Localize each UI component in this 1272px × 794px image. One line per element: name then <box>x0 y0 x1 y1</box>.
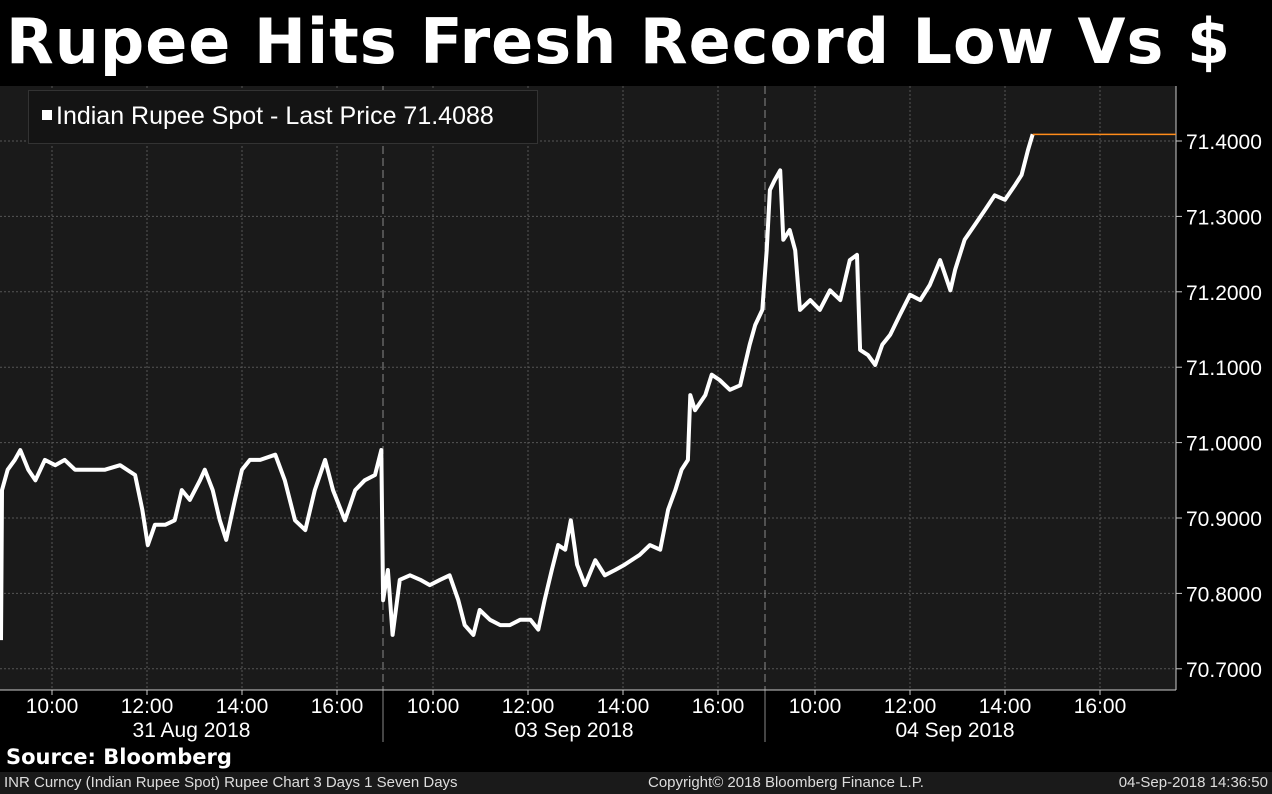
footer-security-description: INR Curncy (Indian Rupee Spot) Rupee Cha… <box>4 774 458 791</box>
y-tick-label: 71.0000 <box>1186 433 1262 456</box>
y-tick-label: 70.9000 <box>1186 508 1262 531</box>
footer-timestamp: 04-Sep-2018 14:36:50 <box>1118 774 1268 791</box>
legend-label: Indian Rupee Spot - Last Price 71.4088 <box>56 102 494 130</box>
x-tick-label: 10:00 <box>789 695 842 718</box>
x-tick-label: 12:00 <box>884 695 937 718</box>
x-day-label: 31 Aug 2018 <box>133 719 251 742</box>
x-tick-label: 14:00 <box>216 695 269 718</box>
y-tick-label: 71.1000 <box>1186 357 1262 380</box>
x-tick-label: 16:00 <box>692 695 745 718</box>
x-tick-label: 10:00 <box>26 695 79 718</box>
y-tick-label: 71.4000 <box>1186 131 1262 154</box>
x-tick-label: 16:00 <box>311 695 364 718</box>
x-tick-label: 14:00 <box>979 695 1032 718</box>
x-tick-label: 16:00 <box>1074 695 1127 718</box>
x-tick-label: 14:00 <box>597 695 650 718</box>
y-tick-label: 71.3000 <box>1186 206 1262 229</box>
y-tick-label: 70.8000 <box>1186 583 1262 606</box>
x-day-label: 03 Sep 2018 <box>514 719 633 742</box>
line-chart: 70.7000 70.8000 70.9000 71.0000 71.1000 71.20… <box>0 86 1262 742</box>
chart-title: Rupee Hits Fresh Record Low Vs $ <box>6 5 1232 78</box>
footer-bar: INR Curncy (Indian Rupee Spot) Rupee Cha… <box>0 772 1272 794</box>
x-tick-label: 12:00 <box>121 695 174 718</box>
x-tick-label: 12:00 <box>502 695 555 718</box>
footer-copyright: Copyright© 2018 Bloomberg Finance L.P. <box>648 774 924 791</box>
y-tick-label: 70.7000 <box>1186 659 1262 682</box>
price-series-line <box>0 133 1035 641</box>
legend-swatch <box>42 110 52 121</box>
x-day-label: 04 Sep 2018 <box>895 719 1014 742</box>
x-tick-label: 10:00 <box>407 695 460 718</box>
plot-area <box>0 86 1176 690</box>
y-tick-label: 71.2000 <box>1186 282 1262 305</box>
legend: Indian Rupee Spot - Last Price 71.4088 <box>28 90 538 144</box>
source-label: Source: Bloomberg <box>6 745 232 769</box>
